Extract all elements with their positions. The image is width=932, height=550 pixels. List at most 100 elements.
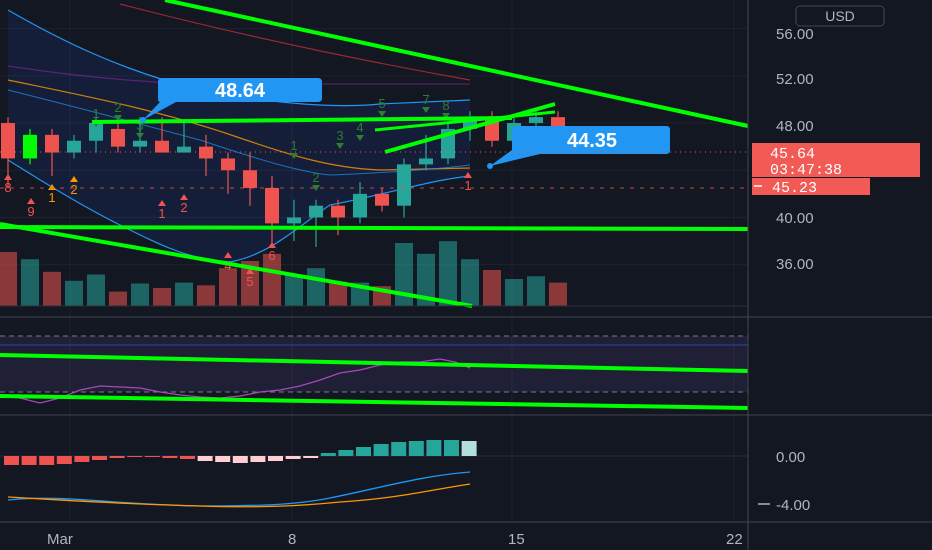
trendline-support — [0, 225, 749, 231]
sequence-number: 5 — [246, 274, 253, 289]
macd-histogram-bar — [250, 456, 266, 462]
candle-body — [287, 217, 301, 224]
macd-histogram-bar — [197, 456, 213, 461]
macd-histogram-bar — [338, 450, 354, 456]
last-price-tag — [752, 143, 920, 177]
price-tick: 40.00 — [776, 210, 814, 227]
volume-bar — [0, 252, 17, 306]
volume-bar — [175, 282, 193, 306]
time-axis[interactable]: Mar 8 15 22 — [47, 531, 743, 548]
sequence-number: 8 — [442, 98, 449, 113]
signal-line — [7, 483, 471, 508]
candle-body — [243, 170, 257, 188]
sequence-arrow — [224, 252, 232, 258]
macd-histogram-bar — [408, 441, 424, 456]
candle-body — [309, 205, 323, 218]
candle-body — [397, 164, 411, 206]
currency-label: USD — [825, 8, 855, 24]
sequence-arrow — [70, 176, 78, 182]
candle-body — [155, 140, 169, 153]
macd-histogram-bar — [268, 456, 283, 461]
volume-bar — [395, 243, 413, 306]
time-label: Mar — [47, 531, 73, 548]
sequence-number: 9 — [27, 204, 34, 219]
macd-histogram-bar — [232, 456, 248, 463]
sequence-number: 2 — [312, 170, 319, 185]
price-indicators — [7, 3, 471, 263]
sequence-number: 6 — [268, 248, 275, 263]
trendline-rsi-lower — [0, 394, 749, 410]
bollinger-fill — [8, 10, 470, 262]
candle-body — [331, 205, 345, 218]
macd-tick: -4.00 — [776, 497, 810, 514]
sequence-number: 1 — [290, 138, 297, 153]
volume-bar — [87, 274, 105, 306]
volume-bar — [263, 253, 281, 306]
volume-bar — [439, 241, 457, 306]
sequence-arrow — [378, 111, 386, 117]
volume-bar — [307, 268, 325, 306]
macd-histogram-bar — [215, 456, 231, 462]
last-price-value: 45.64 — [770, 146, 815, 163]
candle-body — [221, 158, 235, 171]
macd-histogram-bar — [4, 456, 19, 465]
macd-histogram-bar — [461, 441, 477, 456]
price-axis[interactable]: USD 56.00 52.00 48.00 40.00 36.00 45.64 … — [752, 5, 920, 273]
currency-badge[interactable] — [795, 5, 885, 27]
macd-histogram-bar — [21, 456, 37, 465]
sequence-number: 1 — [48, 190, 55, 205]
volume-bar — [109, 291, 127, 306]
ma-red-line — [119, 3, 471, 81]
sequence-arrow — [290, 153, 298, 159]
candle-body — [265, 187, 279, 224]
candle-body — [111, 128, 125, 147]
macd-histogram-bar — [56, 456, 72, 464]
sequence-arrow — [158, 200, 166, 206]
trendline-rsi-upper — [0, 353, 749, 373]
candle-body — [529, 117, 543, 124]
volume-bar — [527, 276, 545, 306]
macd-histogram-bar — [144, 456, 160, 457]
callout-48-64[interactable]: 48.64 — [140, 78, 322, 123]
trendline-wedge-upper — [374, 110, 556, 132]
sequence-arrow — [27, 198, 35, 204]
sequence-number: 1 — [464, 178, 471, 193]
macd-histogram-bar — [109, 456, 125, 458]
macd-line — [7, 471, 471, 507]
macd-histogram-bar — [74, 456, 90, 462]
macd-pane — [0, 440, 748, 508]
volume-bar — [549, 282, 567, 306]
volume-bar — [417, 253, 435, 306]
sequence-number: 8 — [4, 180, 11, 195]
sequence-number: 5 — [378, 96, 385, 111]
candle-body — [89, 123, 103, 141]
countdown-value: 03:47:38 — [770, 162, 842, 179]
sequence-number: 2 — [180, 200, 187, 215]
macd-histogram-bar — [356, 447, 371, 456]
candle-body — [199, 146, 213, 159]
macd-histogram-bar — [92, 456, 107, 460]
trendline-top — [164, 0, 749, 128]
macd-histogram-bar — [127, 456, 143, 457]
prev-price-tag — [752, 178, 870, 195]
volume-bar — [153, 288, 171, 306]
sequence-number: 4 — [356, 120, 363, 135]
macd-histogram-bar — [162, 456, 178, 458]
candle-body — [353, 193, 367, 218]
sequence-arrow — [114, 115, 122, 121]
price-tick: 56.00 — [776, 26, 814, 43]
volume-bar — [65, 280, 83, 306]
trend-lines[interactable] — [0, 0, 749, 410]
prev-price-value: 45.23 — [772, 180, 817, 197]
sequence-arrow — [336, 143, 344, 149]
candle-body — [23, 134, 37, 159]
callout-44-35[interactable]: 44.35 — [487, 126, 670, 169]
sequence-arrow — [356, 135, 364, 141]
volume-bar — [483, 270, 501, 306]
volume-bar — [43, 271, 61, 306]
volume-bar — [21, 259, 39, 306]
sequence-arrow — [246, 268, 254, 274]
sequence-number: 1 — [92, 106, 99, 121]
sequence-arrow — [422, 107, 430, 113]
